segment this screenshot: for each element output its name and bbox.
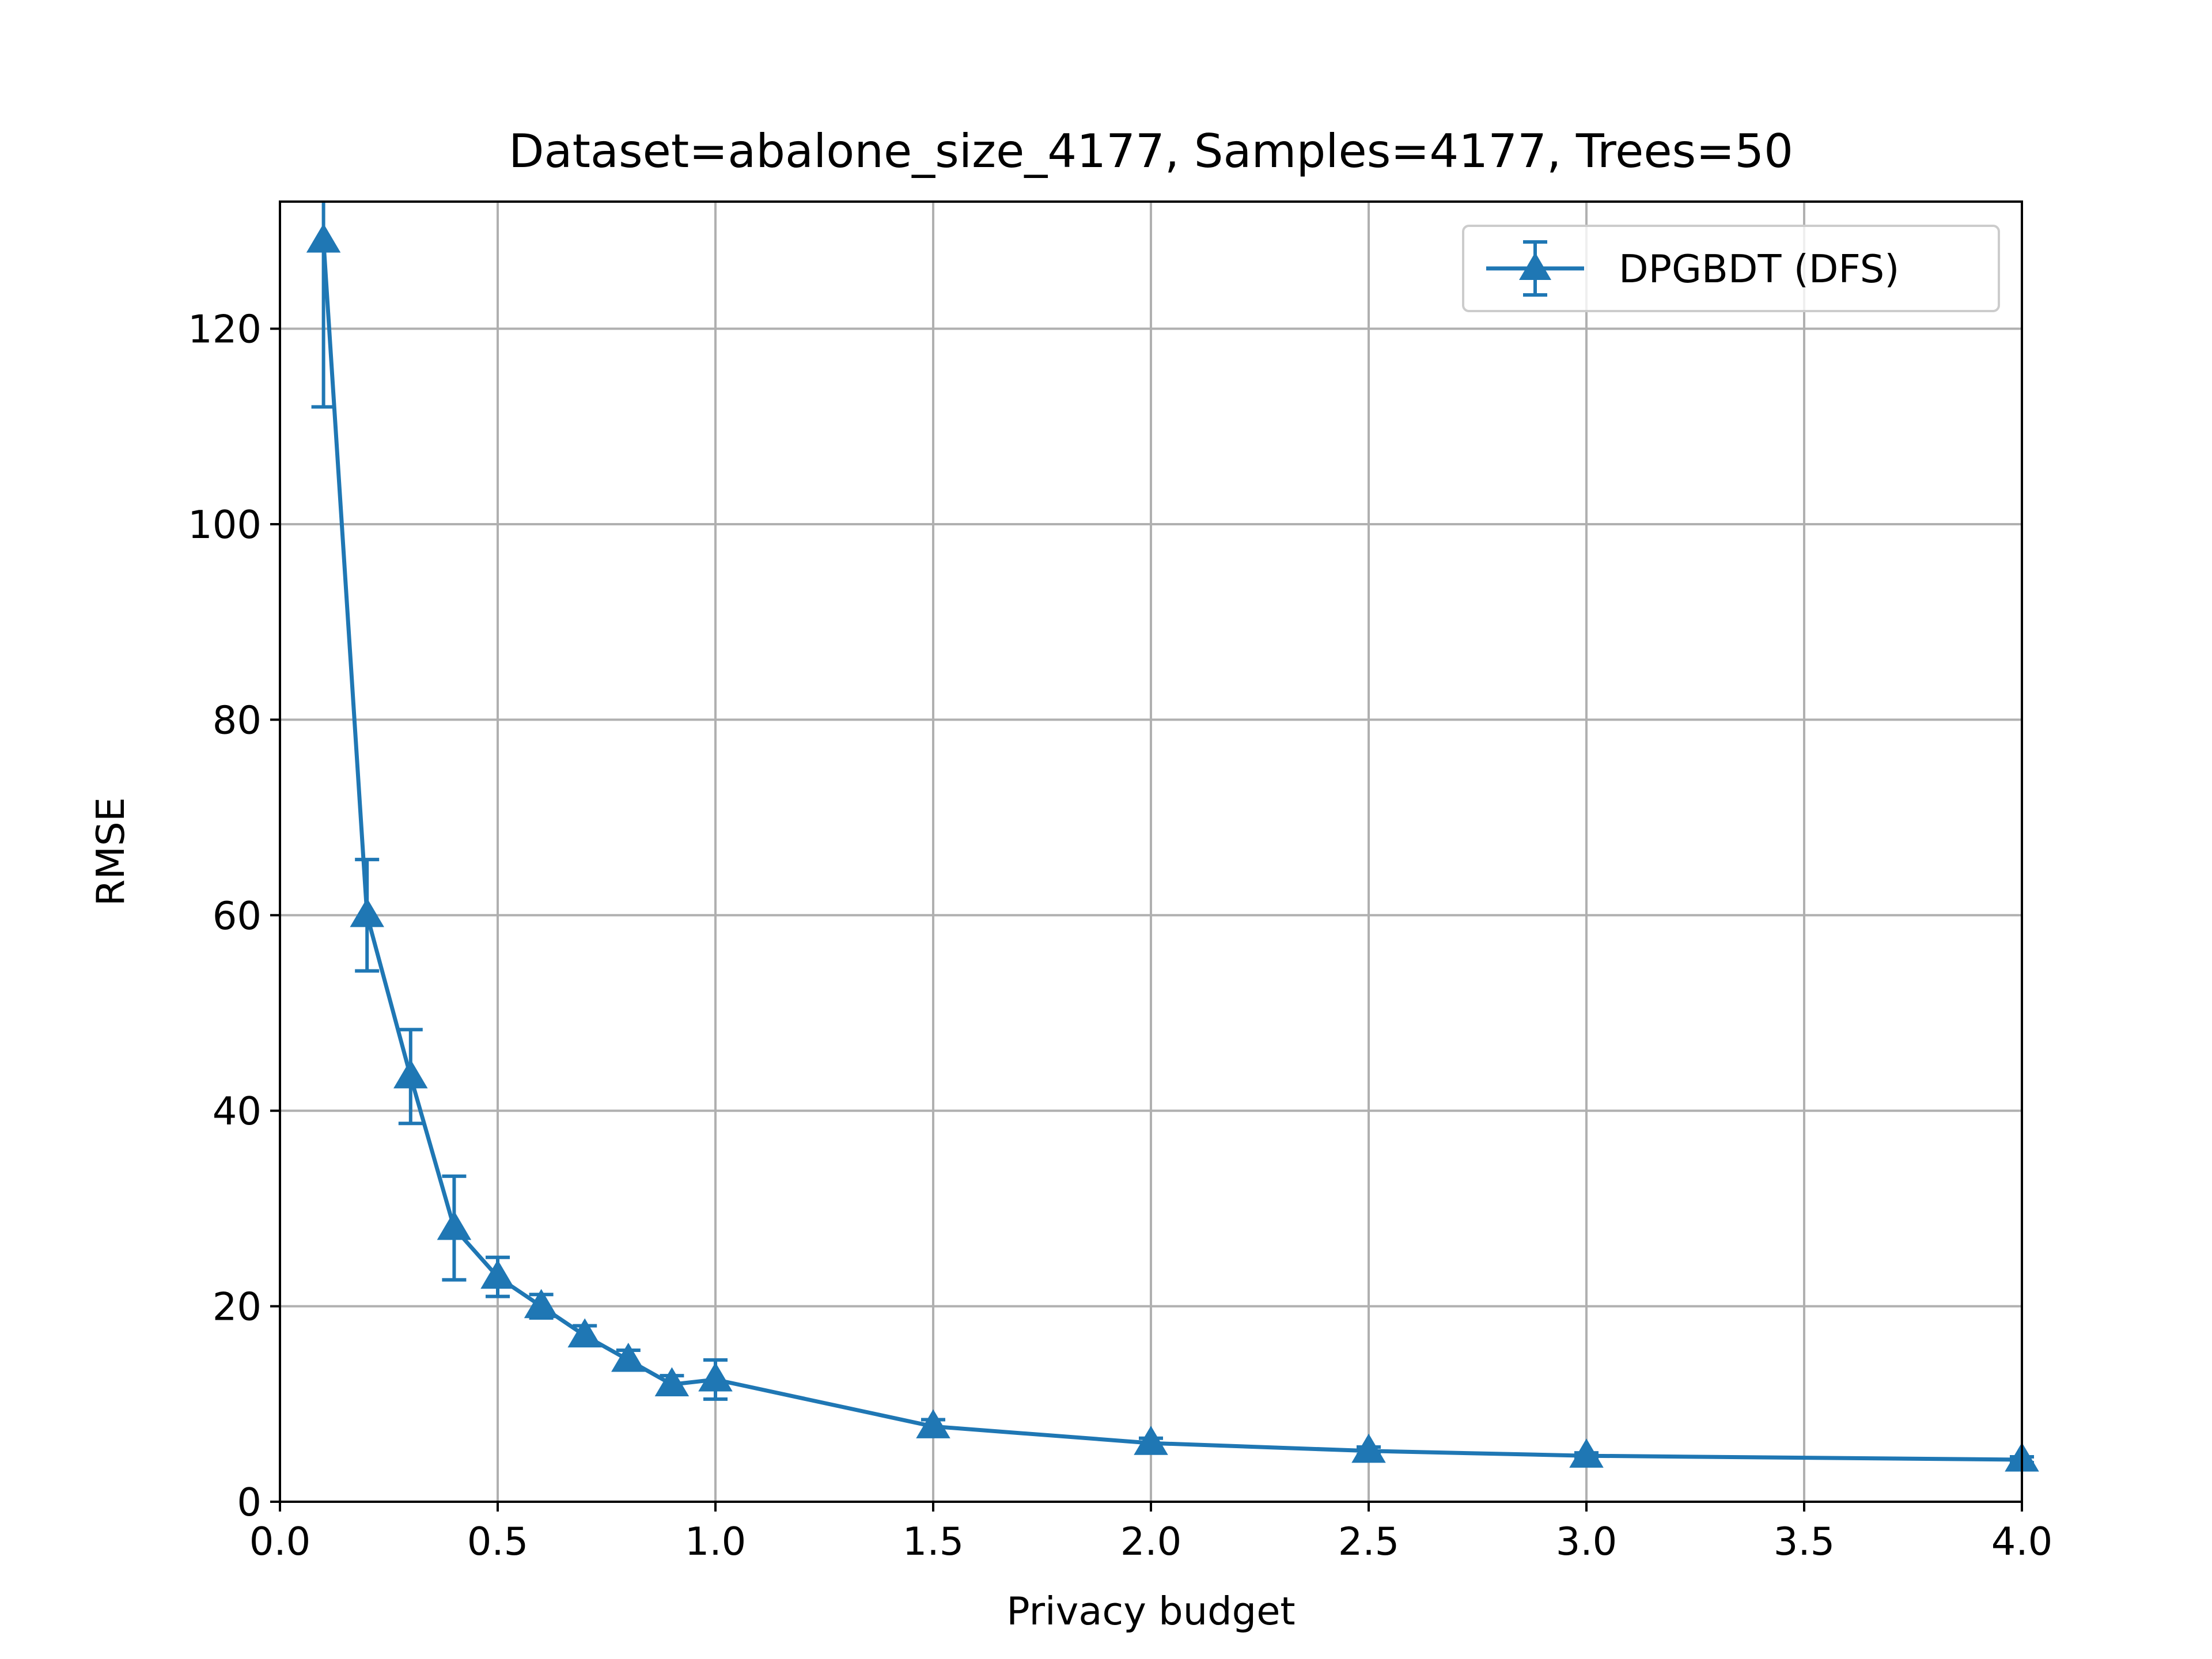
x-tick-label: 1.5 xyxy=(903,1519,964,1564)
data-point-marker xyxy=(698,1362,733,1392)
x-tick-label: 1.0 xyxy=(685,1519,747,1564)
legend: DPGBDT (DFS) xyxy=(1462,225,2000,312)
x-tick-label: 0.5 xyxy=(467,1519,529,1564)
y-tick-label: 120 xyxy=(188,307,262,352)
x-axis-label: Privacy budget xyxy=(1006,1589,1295,1634)
data-point-marker xyxy=(524,1289,559,1319)
data-point-marker xyxy=(393,1059,428,1089)
legend-box xyxy=(1462,225,2000,312)
data-point-marker xyxy=(1351,1433,1386,1463)
chart-title: Dataset=abalone_size_4177, Samples=4177,… xyxy=(509,124,1793,178)
data-point-marker xyxy=(1134,1426,1168,1455)
x-tick-label: 2.0 xyxy=(1120,1519,1182,1564)
data-point-marker xyxy=(437,1210,472,1240)
data-point-marker xyxy=(654,1367,690,1396)
data-point-marker xyxy=(611,1342,646,1372)
x-tick-label: 3.5 xyxy=(1774,1519,1835,1564)
data-point-marker xyxy=(480,1259,515,1289)
data-point-marker xyxy=(350,897,384,927)
y-tick-label: 80 xyxy=(213,698,262,743)
data-point-marker xyxy=(1569,1438,1604,1468)
y-tick-label: 0 xyxy=(237,1480,262,1525)
x-tick-label: 3.0 xyxy=(1556,1519,1618,1564)
data-series xyxy=(306,202,2039,1472)
data-point-marker xyxy=(567,1318,602,1348)
y-tick-label: 60 xyxy=(213,893,262,938)
y-tick-label: 20 xyxy=(213,1285,262,1330)
y-tick-label: 40 xyxy=(213,1089,262,1134)
data-point-marker xyxy=(306,223,341,253)
x-tick-label: 2.5 xyxy=(1338,1519,1400,1564)
legend-entry-label: DPGBDT (DFS) xyxy=(1619,247,1899,291)
legend-symbol xyxy=(1486,240,1584,297)
legend-marker xyxy=(1519,252,1551,280)
data-point-marker xyxy=(916,1409,950,1438)
y-tick-label: 100 xyxy=(188,502,262,547)
x-tick-label: 0.0 xyxy=(249,1519,311,1564)
axis-ticks: 0.0 0.5 1.0 1.5 2.0 2.5 3.0 3.5 4.0 0 20 40 60 80 100 1… xyxy=(188,307,2052,1564)
y-axis-label: RMSE xyxy=(88,797,133,906)
x-tick-label: 4.0 xyxy=(1991,1519,2053,1564)
